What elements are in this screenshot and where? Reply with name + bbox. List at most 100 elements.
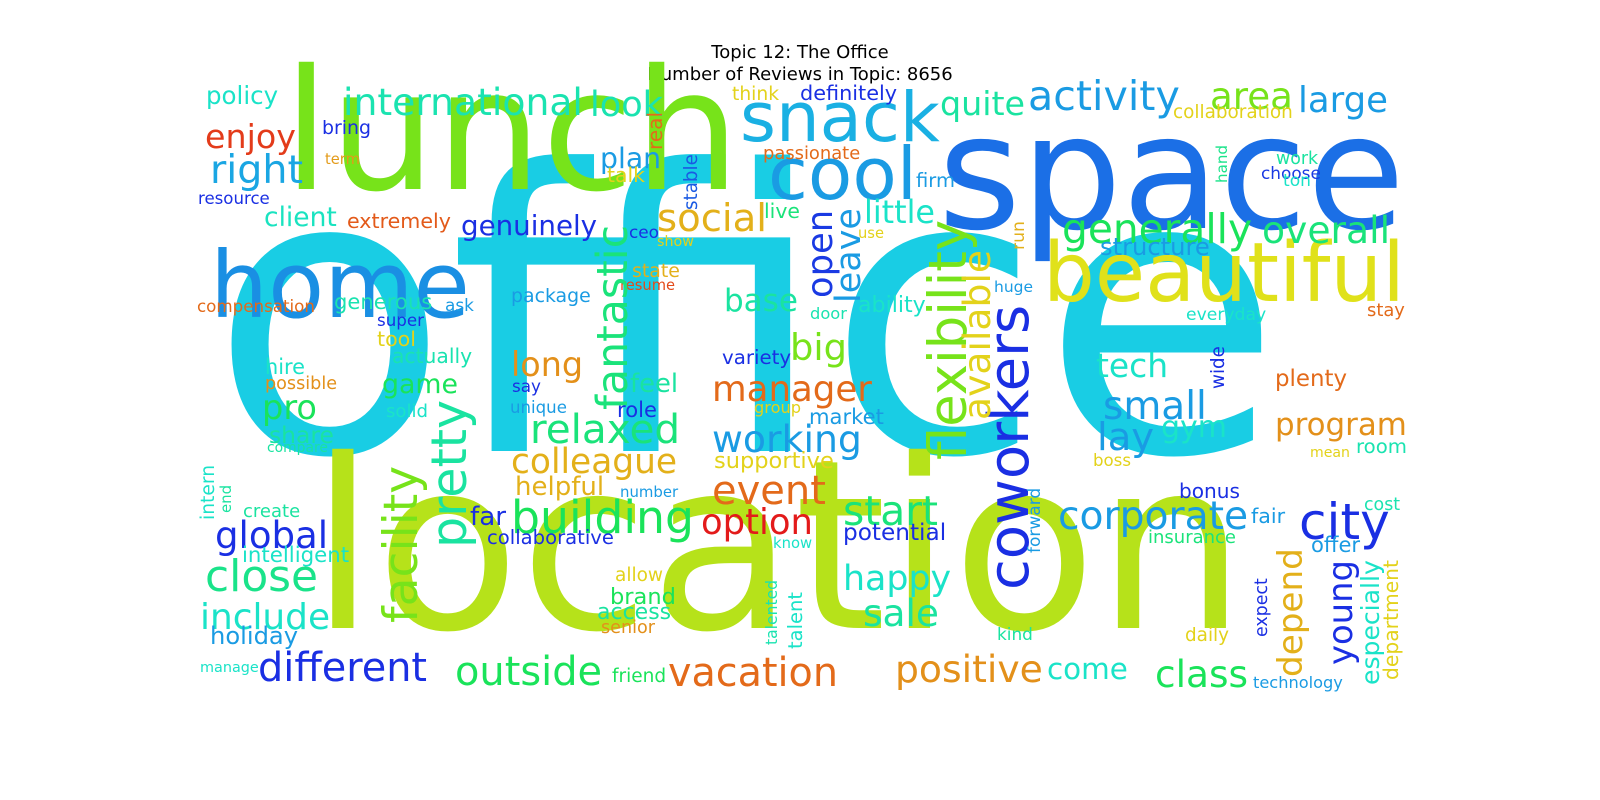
word-brand: brand: [610, 583, 676, 610]
word-look: look: [590, 83, 663, 125]
word-door: door: [810, 304, 847, 324]
word-fantastic: fantastic: [587, 224, 638, 410]
word-end: end: [217, 484, 236, 513]
word-number: number: [620, 483, 679, 502]
word-ask: ask: [445, 295, 474, 316]
word-passionate: passionate: [763, 142, 861, 164]
word-cost: cost: [1364, 494, 1401, 515]
word-right: right: [210, 147, 303, 194]
word-base: base: [724, 282, 798, 319]
word-colleague: colleague: [511, 442, 678, 483]
word-tool: tool: [377, 326, 416, 351]
word-compare: compare: [267, 440, 328, 457]
word-resource: resource: [198, 188, 270, 208]
word-real: real: [643, 111, 668, 150]
word-kind: kind: [997, 624, 1033, 645]
word-plenty: plenty: [1275, 365, 1348, 392]
word-bring: bring: [322, 117, 371, 140]
word-cool: cool: [768, 132, 917, 217]
word-include: include: [200, 596, 331, 638]
word-large: large: [1298, 80, 1388, 122]
word-social: social: [657, 196, 767, 242]
word-senior: senior: [601, 617, 656, 638]
word-small: small: [1103, 383, 1207, 429]
word-global: global: [215, 513, 329, 557]
word-daily: daily: [1185, 624, 1230, 646]
word-option: option: [701, 502, 813, 544]
word-use: use: [858, 224, 884, 242]
word-role: role: [617, 397, 657, 423]
word-market: market: [809, 404, 884, 430]
word-corporate: corporate: [1058, 493, 1249, 539]
word-collaborative: collaborative: [487, 525, 614, 549]
word-run: run: [1009, 220, 1030, 250]
word-department: department: [1378, 560, 1403, 680]
word-hand: hand: [1213, 145, 1232, 183]
word-long: long: [511, 345, 584, 385]
word-friend: friend: [612, 665, 667, 687]
chart-title-line-2: Number of Reviews in Topic: 8656: [647, 64, 953, 85]
word-beautiful: beautiful: [1043, 225, 1405, 321]
word-building: building: [511, 491, 694, 545]
word-helpful: helpful: [515, 471, 605, 502]
word-allow: allow: [615, 564, 664, 586]
word-positive: positive: [895, 647, 1043, 692]
word-working: working: [712, 416, 862, 461]
word-bonus: bonus: [1179, 479, 1240, 504]
word-little: little: [864, 193, 935, 231]
word-expect: expect: [1251, 578, 1272, 637]
word-far: far: [470, 502, 507, 533]
word-solid: solid: [386, 401, 429, 423]
word-client: client: [264, 201, 337, 233]
word-create: create: [243, 501, 301, 523]
word-resume: resume: [620, 276, 676, 294]
word-close: close: [205, 551, 319, 602]
word-huge: huge: [994, 277, 1034, 296]
word-room: room: [1356, 434, 1407, 458]
word-office: office: [210, 89, 1282, 545]
word-group: group: [754, 398, 802, 418]
word-space: space: [938, 79, 1405, 266]
word-outside: outside: [455, 648, 603, 695]
word-activity: activity: [1028, 71, 1180, 120]
word-game: game: [382, 368, 459, 400]
word-say: say: [512, 375, 541, 396]
word-city: city: [1299, 491, 1390, 551]
word-boss: boss: [1093, 450, 1131, 470]
word-plan: plan: [600, 142, 662, 176]
word-holiday: holiday: [210, 622, 299, 651]
word-work: work: [1276, 148, 1319, 169]
word-compensation: compensation: [197, 295, 315, 316]
word-gym: gym: [1161, 409, 1228, 445]
word-facility: facility: [373, 465, 429, 623]
word-class: class: [1155, 652, 1249, 697]
word-tech: tech: [1096, 345, 1169, 385]
word-big: big: [790, 325, 847, 369]
word-generally: generally: [1062, 205, 1253, 254]
word-possible: possible: [265, 373, 338, 394]
word-talent: talent: [783, 591, 807, 649]
word-international: international: [343, 80, 583, 125]
word-fair: fair: [1251, 503, 1286, 528]
word-variety: variety: [722, 345, 792, 369]
word-forward: forward: [1025, 487, 1046, 553]
word-state: state: [632, 260, 680, 283]
word-show: show: [657, 233, 694, 250]
word-come: come: [1047, 652, 1128, 687]
word-lay: lay: [1097, 415, 1155, 461]
word-package: package: [511, 285, 591, 308]
word-overall: overall: [1262, 208, 1391, 253]
word-relaxed: relaxed: [530, 405, 681, 454]
word-share: share: [269, 421, 334, 450]
word-stay: stay: [1367, 300, 1405, 322]
word-hire: hire: [265, 354, 306, 379]
word-ton: ton: [1283, 171, 1311, 192]
word-intelligent: intelligent: [242, 543, 350, 569]
word-lunch: lunch: [283, 33, 741, 229]
word-ability: ability: [858, 292, 926, 319]
word-term: term: [325, 150, 360, 168]
word-happy: happy: [843, 558, 952, 599]
word-collaboration: collaboration: [1173, 101, 1293, 123]
word-quite: quite: [940, 84, 1026, 124]
word-different: different: [258, 645, 428, 691]
